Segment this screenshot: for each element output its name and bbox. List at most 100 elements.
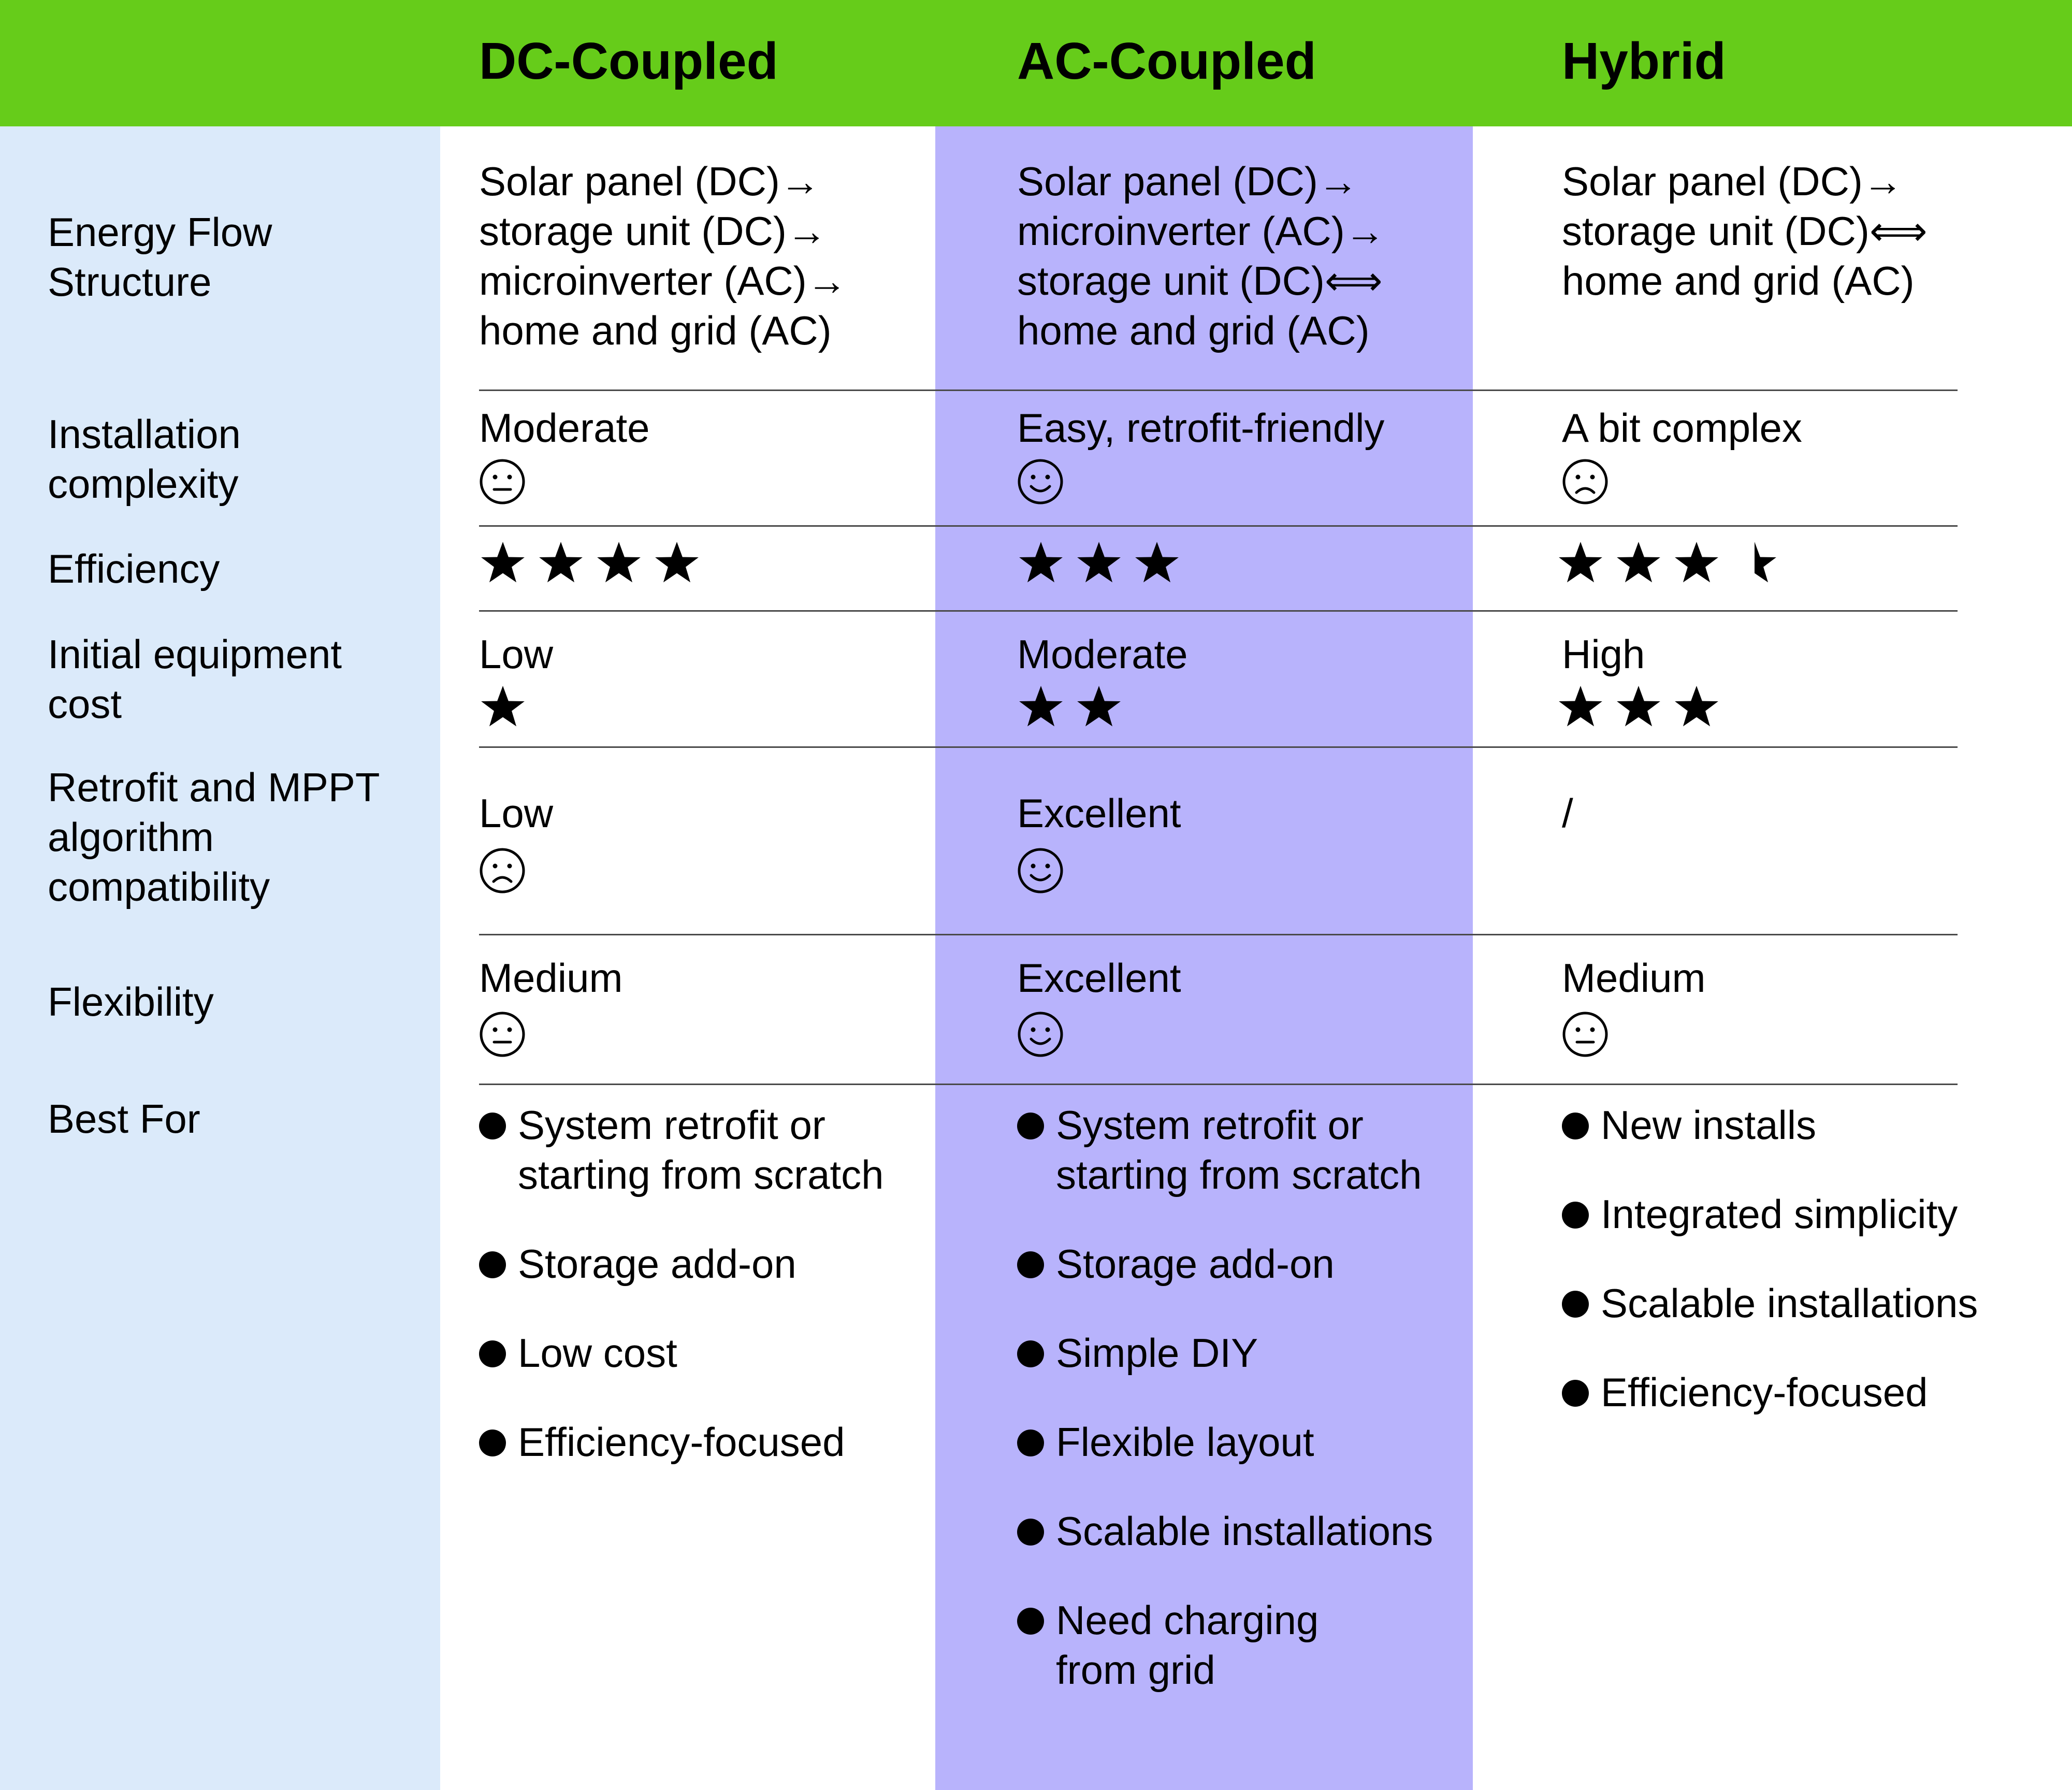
list-item: New installs bbox=[1562, 1100, 2028, 1150]
dc-cost-rating bbox=[479, 684, 527, 731]
bullet-icon bbox=[1017, 1430, 1044, 1456]
row-label-initial-cost: Initial equipment cost bbox=[48, 631, 342, 727]
list-item-text: Scalable installations bbox=[1056, 1508, 1433, 1554]
star-icon bbox=[1675, 542, 1718, 583]
list-item: Storage add-on bbox=[479, 1239, 904, 1289]
hybrid-retrofit-text: / bbox=[1562, 790, 1573, 836]
column-header-dc-coupled: DC-Coupled bbox=[479, 32, 778, 90]
star-icon bbox=[1559, 542, 1602, 583]
star-icon bbox=[1077, 542, 1121, 583]
list-item: Flexible layout bbox=[1017, 1417, 1462, 1467]
bullet-icon bbox=[1562, 1380, 1589, 1407]
star-icon bbox=[1077, 686, 1121, 727]
list-item-text: New installs bbox=[1601, 1102, 1817, 1148]
star-icon bbox=[1019, 542, 1063, 583]
half-star-icon bbox=[1755, 542, 1776, 583]
sad-face-icon bbox=[1562, 459, 1608, 504]
bullet-icon bbox=[479, 1251, 506, 1278]
star-icon bbox=[1559, 686, 1602, 727]
hybrid-flexibility-text: Medium bbox=[1562, 955, 1706, 1001]
star-icon bbox=[1617, 686, 1660, 727]
row-label-retrofit-compatibility: Retrofit and MPPT algorithm compatibilit… bbox=[48, 764, 380, 910]
row-divider bbox=[479, 746, 1958, 748]
bullet-icon bbox=[479, 1113, 506, 1139]
list-item-text: Low cost bbox=[518, 1330, 677, 1376]
ac-installation-text: Easy, retrofit-friendly bbox=[1017, 405, 1385, 451]
bullet-icon bbox=[479, 1340, 506, 1367]
bullet-icon bbox=[1017, 1251, 1044, 1278]
hybrid-installation-text: A bit complex bbox=[1562, 405, 1802, 451]
dc-cost-text: Low bbox=[479, 631, 554, 677]
row-label-energy-flow: Energy Flow Structure bbox=[48, 209, 272, 305]
row-divider bbox=[479, 934, 1958, 935]
neutral-face-icon bbox=[480, 1012, 525, 1057]
column-header-hybrid: Hybrid bbox=[1562, 32, 1726, 90]
list-item-text: Need charging from grid bbox=[1056, 1597, 1319, 1693]
hybrid-efficiency-rating bbox=[1557, 540, 1778, 587]
list-item-text: Storage add-on bbox=[1056, 1241, 1335, 1287]
list-item: Simple DIY bbox=[1017, 1328, 1462, 1378]
dc-flexibility-text: Medium bbox=[479, 955, 623, 1001]
ac-efficiency-rating bbox=[1017, 540, 1181, 587]
dc-energy-flow-text: Solar panel (DC)→ storage unit (DC)→ mic… bbox=[479, 158, 847, 353]
bullet-icon bbox=[1562, 1291, 1589, 1318]
ac-cost-rating bbox=[1017, 684, 1123, 731]
row-label-installation-complexity: Installation complexity bbox=[48, 411, 241, 507]
column-header-ac-coupled: AC-Coupled bbox=[1017, 32, 1316, 90]
bullet-icon bbox=[1562, 1113, 1589, 1139]
list-item-text: System retrofit or starting from scratch bbox=[1056, 1102, 1422, 1197]
row-divider bbox=[479, 1084, 1958, 1085]
row-label-efficiency: Efficiency bbox=[48, 546, 220, 591]
row-divider bbox=[479, 525, 1958, 527]
row-divider bbox=[479, 389, 1958, 391]
list-item: Scalable installations bbox=[1017, 1506, 1462, 1556]
list-item: Integrated simplicity bbox=[1562, 1189, 2028, 1239]
ac-retrofit-text: Excellent bbox=[1017, 790, 1181, 836]
hybrid-cost-text: High bbox=[1562, 631, 1645, 677]
ac-energy-flow-text: Solar panel (DC)→ microinverter (AC)→ st… bbox=[1017, 158, 1385, 353]
list-item-text: System retrofit or starting from scratch bbox=[518, 1102, 884, 1197]
dc-best-for-list: System retrofit or starting from scratch… bbox=[479, 1100, 904, 1506]
star-icon bbox=[655, 542, 699, 583]
dc-efficiency-rating bbox=[479, 540, 701, 587]
hybrid-cost-rating bbox=[1557, 684, 1720, 731]
bullet-icon bbox=[1017, 1340, 1044, 1367]
neutral-face-icon bbox=[1562, 1012, 1608, 1057]
bullet-icon bbox=[1017, 1113, 1044, 1139]
bullet-icon bbox=[479, 1430, 506, 1456]
star-icon bbox=[1675, 686, 1718, 727]
list-item: Low cost bbox=[479, 1328, 904, 1378]
ac-flexibility-text: Excellent bbox=[1017, 955, 1181, 1001]
row-label-column bbox=[0, 126, 440, 1790]
header-band bbox=[0, 0, 2072, 126]
list-item: System retrofit or starting from scratch bbox=[479, 1100, 904, 1200]
list-item: Scalable installations bbox=[1562, 1278, 2028, 1328]
dc-retrofit-text: Low bbox=[479, 790, 554, 836]
list-item: Efficiency-focused bbox=[479, 1417, 904, 1467]
hybrid-energy-flow-text: Solar panel (DC)→ storage unit (DC)⟺ hom… bbox=[1562, 158, 1928, 304]
list-item: Storage add-on bbox=[1017, 1239, 1462, 1289]
list-item-text: Efficiency-focused bbox=[1601, 1369, 1928, 1415]
sad-face-icon bbox=[480, 848, 525, 893]
bullet-icon bbox=[1017, 1608, 1044, 1635]
dc-installation-text: Moderate bbox=[479, 405, 650, 451]
row-label-best-for: Best For bbox=[48, 1096, 200, 1142]
list-item: System retrofit or starting from scratch bbox=[1017, 1100, 1462, 1200]
list-item: Efficiency-focused bbox=[1562, 1367, 2028, 1417]
ac-coupled-column-highlight bbox=[935, 126, 1473, 1790]
star-icon bbox=[1019, 686, 1063, 727]
ac-cost-text: Moderate bbox=[1017, 631, 1188, 677]
list-item-text: Scalable installations bbox=[1601, 1280, 1978, 1326]
neutral-face-icon bbox=[480, 459, 525, 504]
star-icon bbox=[1135, 542, 1179, 583]
star-icon bbox=[481, 686, 525, 727]
row-label-flexibility: Flexibility bbox=[48, 979, 214, 1024]
star-icon bbox=[1617, 542, 1660, 583]
bullet-icon bbox=[1017, 1519, 1044, 1546]
list-item-text: Integrated simplicity bbox=[1601, 1191, 1958, 1237]
smiling-face-icon bbox=[1018, 459, 1063, 504]
star-icon bbox=[481, 542, 525, 583]
ac-best-for-list: System retrofit or starting from scratch… bbox=[1017, 1100, 1462, 1734]
list-item-text: Efficiency-focused bbox=[518, 1419, 845, 1465]
smiling-face-icon bbox=[1018, 848, 1063, 893]
